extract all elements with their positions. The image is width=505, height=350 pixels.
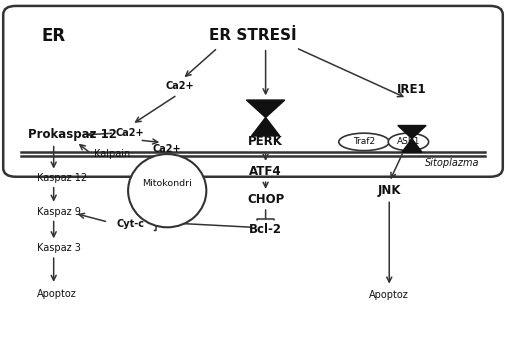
Text: IRE1: IRE1 xyxy=(396,83,426,96)
Ellipse shape xyxy=(128,154,206,227)
Text: Kaspaz 12: Kaspaz 12 xyxy=(37,174,87,183)
Polygon shape xyxy=(251,118,279,136)
Text: Apoptoz: Apoptoz xyxy=(369,290,409,300)
Polygon shape xyxy=(246,100,284,118)
Text: Prokaspaz 12: Prokaspaz 12 xyxy=(28,128,117,141)
Text: Traf2: Traf2 xyxy=(352,138,374,146)
Text: Apoptoz: Apoptoz xyxy=(37,288,77,299)
Text: Kaspaz 3: Kaspaz 3 xyxy=(37,243,81,253)
FancyBboxPatch shape xyxy=(3,6,502,177)
Text: Sitoplazma: Sitoplazma xyxy=(424,158,479,168)
Text: ER: ER xyxy=(41,27,65,44)
Text: Kaspaz 9: Kaspaz 9 xyxy=(37,206,81,217)
Text: ASK1: ASK1 xyxy=(396,138,419,146)
Text: Ca2+: Ca2+ xyxy=(153,144,181,154)
Text: PERK: PERK xyxy=(247,135,282,148)
Text: Bcl-2: Bcl-2 xyxy=(248,223,282,236)
Text: Cyt-c: Cyt-c xyxy=(117,219,144,229)
Text: Ca2+: Ca2+ xyxy=(115,128,143,138)
Text: Mitokondri: Mitokondri xyxy=(142,179,192,188)
Text: JNK: JNK xyxy=(377,184,400,197)
Polygon shape xyxy=(397,126,425,139)
Ellipse shape xyxy=(387,133,428,150)
Ellipse shape xyxy=(338,133,388,150)
Text: Ca2+: Ca2+ xyxy=(165,81,194,91)
Text: Kalpain: Kalpain xyxy=(94,149,130,159)
Text: ER STRESİ: ER STRESİ xyxy=(209,28,296,43)
Text: CHOP: CHOP xyxy=(246,193,284,206)
Text: ATF4: ATF4 xyxy=(249,165,281,178)
Polygon shape xyxy=(401,139,421,152)
